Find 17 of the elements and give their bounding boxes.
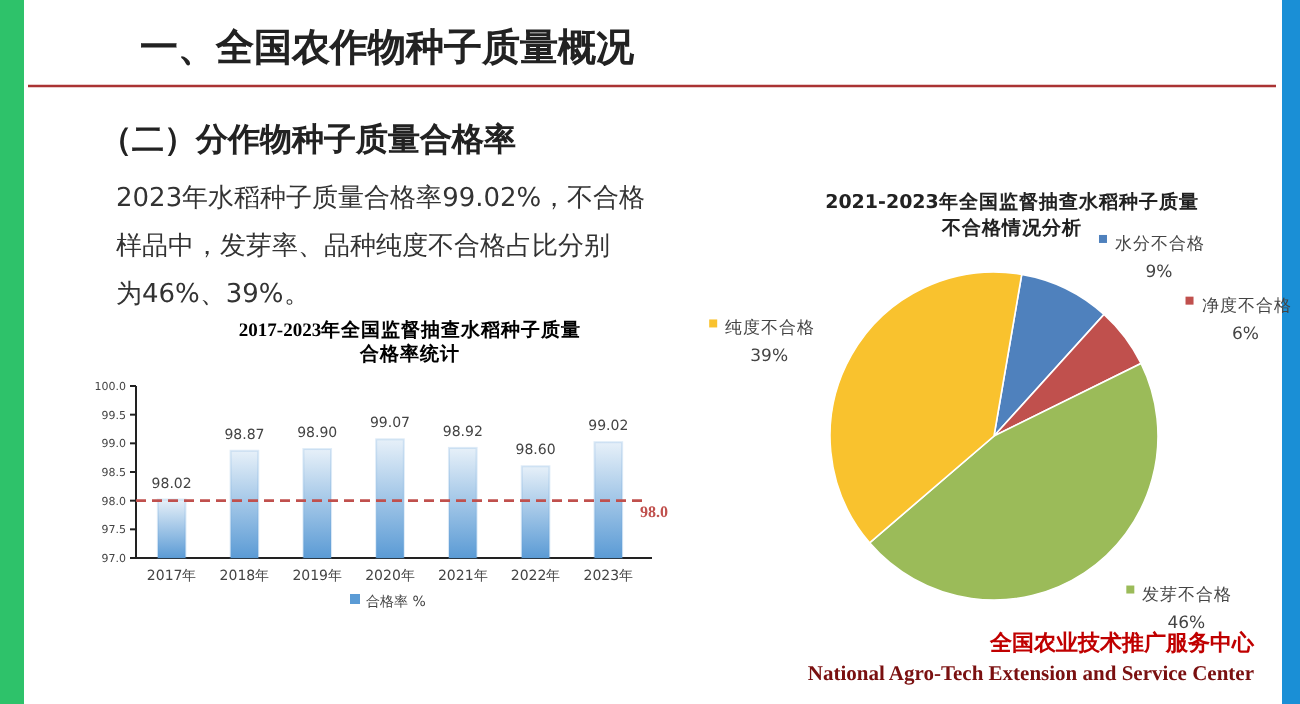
text: National Agro-Tech Extension and Service Center — [807, 664, 1255, 686]
data-label: 9% — [1145, 262, 1173, 283]
text: 2023年水稻种子质量合格率99.02%，不合格 — [116, 182, 646, 214]
data-label: 6% — [1232, 324, 1260, 345]
legend-label: 水分不合格 — [1114, 232, 1205, 255]
legend-label: 发芽不合格 — [1142, 583, 1233, 606]
text: 一、全国农作物种子质量概况 — [140, 26, 636, 70]
legend-label: 纯度不合格 — [725, 317, 816, 340]
text: 为46%、39%。 — [116, 280, 310, 310]
text: 样品中，发芽率、品种纯度不合格占比分别 — [116, 230, 610, 262]
chart-title: 2017-2023年全国监督抽查水稻种子质量合格率统计 — [238, 318, 582, 366]
data-label: 39% — [750, 347, 789, 368]
data-label: 46% — [1167, 613, 1206, 634]
text: （二）分作物种子质量合格率 — [100, 120, 516, 158]
text: 全国农业技术推广服务中心 — [988, 630, 1256, 656]
ref-line-label: 98.0 — [640, 502, 668, 521]
legend-label: 净度不合格 — [1201, 294, 1292, 317]
